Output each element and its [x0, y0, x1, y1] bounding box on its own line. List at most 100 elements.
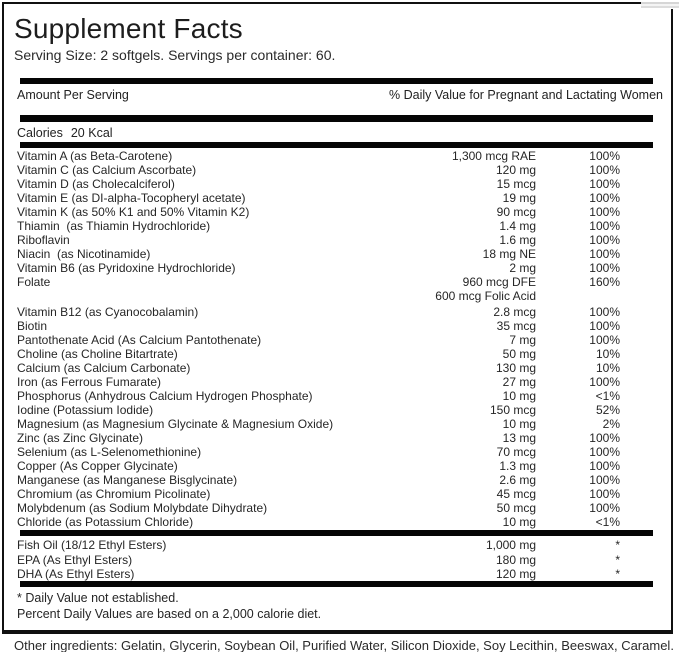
table-row: Vitamin E (as DI-alpha-Tocopheryl acetat… [4, 191, 671, 205]
nutrient-dv: 100% [589, 149, 620, 163]
nutrient-amount: 10 mg [502, 515, 536, 530]
nutrient-dv: 100% [589, 163, 620, 178]
nutrient-name: Magnesium (as Magnesium Glycinate & Magn… [17, 416, 334, 431]
nutrient-amount: 10 mg [502, 388, 536, 403]
nutrient-dv: 100% [589, 459, 620, 474]
nutrient-dv: 2% [602, 416, 620, 431]
table-row: 600 mcg Folic Acid [4, 289, 671, 303]
nutrient-amount: 130 mg [495, 360, 536, 375]
nutrient-dv: 100% [589, 191, 620, 206]
nutrient-amount: 600 mcg Folic Acid [435, 289, 536, 304]
table-row: Pantothenate Acid (As Calcium Pantothena… [4, 333, 671, 347]
table-row: Calcium (as Calcium Carbonate) 130 mg 10… [4, 361, 671, 375]
separator-bar-calories [20, 142, 653, 148]
nutrient-name: Manganese (as Manganese Bisglycinate) [17, 473, 238, 488]
oil-dv: * [615, 566, 620, 581]
oil-name: EPA (As Ethyl Esters) [17, 552, 133, 567]
table-row: Vitamin B12 (as Cyanocobalamin) 2.8 mcg … [4, 305, 671, 319]
separator-bar-header [20, 115, 653, 122]
nutrient-name: Copper (As Copper Glycinate) [17, 459, 178, 474]
oil-amount: 120 mg [495, 566, 536, 581]
table-row: Niacin (as Nicotinamide) 18 mg NE 100% [4, 247, 671, 261]
nutrient-amount: 50 mcg [496, 501, 536, 516]
nutrient-dv: 100% [589, 247, 620, 262]
nutrient-dv: 100% [589, 205, 620, 220]
nutrient-dv: 100% [589, 332, 620, 347]
nutrient-name: Molybdenum (as Sodium Molybdate Dihydrat… [17, 501, 268, 516]
table-row: Selenium (as L-Selenomethionine) 70 mcg … [4, 445, 671, 459]
nutrient-dv: 100% [589, 473, 620, 488]
nutrient-name: Biotin [17, 318, 48, 333]
oil-dv: * [615, 538, 620, 553]
table-row: Biotin 35 mcg 100% [4, 319, 671, 333]
table-row: Manganese (as Manganese Bisglycinate) 2.… [4, 473, 671, 487]
table-row: Choline (as Choline Bitartrate) 50 mg 10… [4, 347, 671, 361]
separator-bar-oils [20, 530, 653, 537]
oil-amount: 180 mg [495, 552, 536, 567]
footnote-dv-not-established: * Daily Value not established. [17, 591, 179, 606]
table-row: Vitamin B6 (as Pyridoxine Hydrochloride)… [4, 261, 671, 275]
serving-size-line: Serving Size: 2 softgels. Servings per c… [14, 47, 336, 63]
nutrient-name: Vitamin D (as Cholecalciferol) [17, 177, 175, 192]
calories-value: 20 Kcal [70, 126, 113, 140]
nutrient-name: Pantothenate Acid (As Calcium Pantothena… [17, 332, 262, 347]
calories-row: Calories 20 Kcal [4, 126, 671, 141]
table-row: Phosphorus (Anhydrous Calcium Hydrogen P… [4, 389, 671, 403]
footnote-percent-dv: Percent Daily Values are based on a 2,00… [17, 606, 322, 621]
other-ingredients-line: Other ingredients: Gelatin, Glycerin, So… [14, 638, 674, 652]
table-row: Iodine (Potassium Iodide) 150 mcg 52% [4, 403, 671, 417]
nutrient-amount: 45 mcg [496, 487, 536, 502]
table-row: Fish Oil (18/12 Ethyl Esters) 1,000 mg * [4, 538, 671, 552]
scan-artifact [641, 0, 679, 9]
table-row: Riboflavin 1.6 mg 100% [4, 233, 671, 247]
oil-amount: 1,000 mg [485, 538, 536, 553]
nutrient-dv: <1% [595, 515, 620, 530]
table-row: Vitamin A (as Beta-Carotene) 1,300 mcg R… [4, 149, 671, 163]
table-row: Chromium (as Chromium Picolinate) 45 mcg… [4, 487, 671, 501]
nutrient-dv: 10% [595, 346, 620, 361]
footnotes: * Daily Value not established. Percent D… [4, 591, 671, 622]
nutrient-name: Riboflavin [17, 233, 70, 248]
nutrient-dv: 52% [595, 402, 620, 417]
nutrient-name: Chloride (as Potassium Chloride) [17, 515, 194, 530]
table-row: Vitamin D (as Cholecalciferol) 15 mcg 10… [4, 177, 671, 191]
nutrient-table: Vitamin A (as Beta-Carotene) 1,300 mcg R… [4, 149, 671, 529]
nutrient-dv [536, 289, 620, 303]
daily-value-header: % Daily Value for Pregnant and Lactating… [389, 88, 663, 102]
nutrient-amount: 1.3 mg [499, 459, 536, 474]
nutrient-amount: 13 mg [502, 430, 536, 445]
nutrient-name: Zinc (as Zinc Glycinate) [17, 430, 144, 445]
nutrient-dv: 100% [589, 219, 620, 234]
calories-label: Calories [17, 126, 63, 140]
nutrient-amount: 90 mcg [496, 205, 536, 220]
nutrient-name: Vitamin E (as DI-alpha-Tocopheryl acetat… [17, 191, 246, 206]
column-header-row: Amount Per Serving % Daily Value for Pre… [4, 88, 671, 103]
nutrient-dv: 100% [589, 304, 620, 319]
nutrient-dv: 100% [589, 430, 620, 445]
nutrient-name [17, 289, 366, 303]
nutrient-dv: 160% [589, 275, 620, 290]
nutrient-amount: 1,300 mcg RAE [451, 149, 536, 163]
nutrient-dv: 100% [589, 318, 620, 333]
nutrient-amount: 2.6 mg [499, 473, 536, 488]
label-title: Supplement Facts [14, 13, 243, 44]
supplement-facts-panel: Supplement Facts Serving Size: 2 softgel… [2, 2, 673, 634]
nutrient-dv: <1% [595, 388, 620, 403]
nutrient-amount: 1.6 mg [499, 233, 536, 248]
nutrient-name: Phosphorus (Anhydrous Calcium Hydrogen P… [17, 388, 313, 403]
nutrient-amount: 50 mg [502, 346, 536, 361]
table-row: Vitamin K (as 50% K1 and 50% Vitamin K2)… [4, 205, 671, 219]
table-row: Vitamin C (as Calcium Ascorbate) 120 mg … [4, 163, 671, 177]
nutrient-dv: 100% [589, 177, 620, 192]
nutrient-name: Iodine (Potassium Iodide) [17, 402, 154, 417]
nutrient-name: Chromium (as Chromium Picolinate) [17, 487, 211, 502]
table-row: Folate 960 mcg DFE 160% [4, 275, 671, 289]
oil-name: DHA (As Ethyl Esters) [17, 566, 135, 581]
nutrient-amount: 18 mg NE [482, 247, 536, 262]
table-row: Molybdenum (as Sodium Molybdate Dihydrat… [4, 501, 671, 515]
nutrient-amount: 15 mcg [496, 177, 536, 192]
nutrient-dv: 100% [589, 501, 620, 516]
nutrient-name: Thiamin (as Thiamin Hydrochloride) [17, 219, 211, 234]
nutrient-dv: 10% [595, 360, 620, 375]
nutrient-amount: 70 mcg [496, 444, 536, 459]
